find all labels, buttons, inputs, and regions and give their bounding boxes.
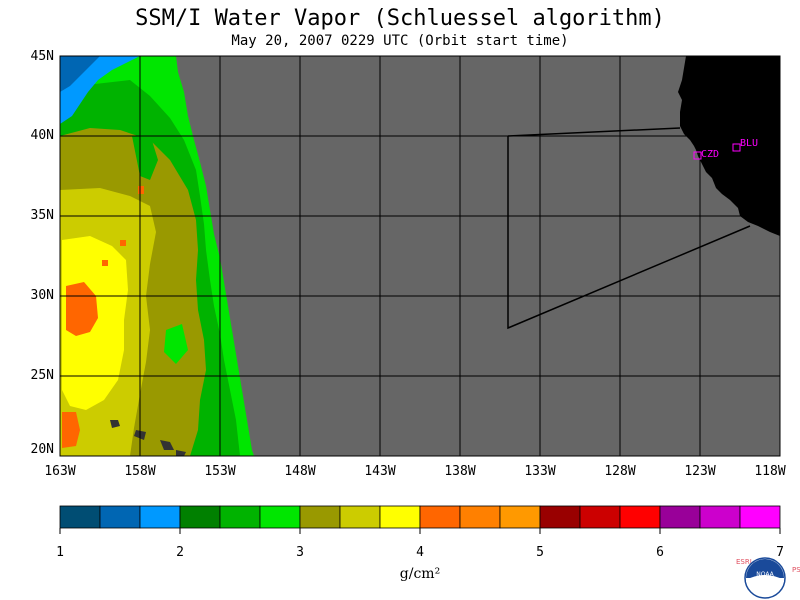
water-vapor-swath xyxy=(60,56,254,456)
swath-green-streak-2 xyxy=(164,324,188,364)
lon-label-163w: 163W xyxy=(44,464,76,479)
swath-green-streak xyxy=(132,134,158,180)
colorbar-swatch xyxy=(299,505,341,529)
lon-label-158w: 158W xyxy=(124,464,156,479)
swath-orange-5 xyxy=(120,240,126,246)
lon-label-123w: 123W xyxy=(684,464,716,479)
noaa-logo-text: NOAA xyxy=(756,571,774,578)
colorbar-swatch xyxy=(739,505,781,529)
colorbar xyxy=(59,505,781,534)
colorbar-tick-6: 6 xyxy=(656,545,664,560)
colorbar-tick-1: 1 xyxy=(56,545,64,560)
domain-outline xyxy=(507,136,751,330)
swath-orange-2 xyxy=(62,412,80,448)
colorbar-swatch xyxy=(59,505,101,529)
colorbar-swatch xyxy=(339,505,381,529)
lat-label-25n: 25N xyxy=(30,368,54,383)
colorbar-swatch xyxy=(139,505,181,529)
map-frame xyxy=(59,55,781,457)
swath-orange-4 xyxy=(102,260,108,266)
land-california xyxy=(678,56,780,236)
swath-orange-3 xyxy=(138,186,144,194)
station-markers: CZD BLU xyxy=(693,138,758,160)
colorbar-swatch xyxy=(259,505,301,529)
colorbar-swatch xyxy=(459,505,501,529)
colorbar-swatch xyxy=(659,505,701,529)
colorbar-tick-4: 4 xyxy=(416,545,424,560)
lat-label-20n: 20N xyxy=(30,442,54,457)
station-blu-marker xyxy=(732,143,741,152)
swath-blue-dark xyxy=(60,56,100,92)
domain-outline-top xyxy=(507,127,681,137)
lon-label-128w: 128W xyxy=(604,464,636,479)
colorbar-swatch xyxy=(499,505,541,529)
lon-label-153w: 153W xyxy=(204,464,236,479)
lon-label-118w: 118W xyxy=(754,464,786,479)
colorbar-swatch xyxy=(379,505,421,529)
noaa-logo: NOAA xyxy=(744,557,786,599)
map-subtitle: May 20, 2007 0229 UTC (Orbit start time) xyxy=(231,33,569,49)
graticule xyxy=(60,56,780,456)
colorbar-swatch xyxy=(619,505,661,529)
lat-label-45n: 45N xyxy=(30,49,54,64)
lat-label-30n: 30N xyxy=(30,288,54,303)
station-czd-label: CZD xyxy=(701,149,719,160)
colorbar-tick-5: 5 xyxy=(536,545,544,560)
colorbar-swatch xyxy=(219,505,261,529)
colorbar-tick-3: 3 xyxy=(296,545,304,560)
colorbar-swatch xyxy=(699,505,741,529)
colorbar-unit: g/cm² xyxy=(399,566,441,582)
swath-missing xyxy=(110,420,186,456)
lon-label-143w: 143W xyxy=(364,464,396,479)
colorbar-tick-7: 7 xyxy=(776,545,784,560)
colorbar-swatch xyxy=(179,505,221,529)
lon-label-138w: 138W xyxy=(444,464,476,479)
colorbar-tick-2: 2 xyxy=(176,545,184,560)
colorbar-swatch xyxy=(419,505,461,529)
lon-label-148w: 148W xyxy=(284,464,316,479)
map-title: SSM/I Water Vapor (Schluessel algorithm) xyxy=(135,6,665,31)
psd-letters: PSD xyxy=(792,566,800,574)
colorbar-swatch xyxy=(539,505,581,529)
station-czd-marker xyxy=(693,151,702,160)
lat-label-35n: 35N xyxy=(30,208,54,223)
lon-label-133w: 133W xyxy=(524,464,556,479)
colorbar-swatch xyxy=(99,505,141,529)
colorbar-swatch xyxy=(579,505,621,529)
lat-label-40n: 40N xyxy=(30,128,54,143)
station-blu-label: BLU xyxy=(740,138,758,149)
